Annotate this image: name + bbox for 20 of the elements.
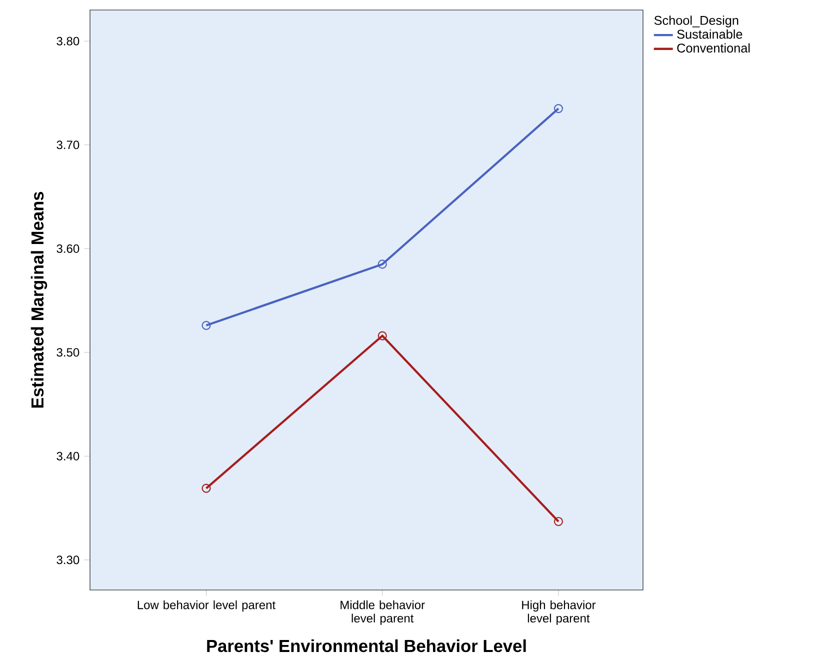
- x-tick-label: High behavior level parent: [522, 600, 596, 625]
- legend-title: School_Design: [654, 16, 738, 28]
- x-tick-label: Low behavior level parent: [138, 600, 276, 612]
- point: [554, 104, 564, 114]
- y-tick-label: 3.40: [56, 452, 80, 460]
- y-tick-label: 3.50: [56, 348, 80, 357]
- y-tick-label: 3.80: [56, 36, 80, 46]
- y-axis-title: Estimated Marginal Means: [30, 192, 48, 408]
- y-tick-label: 3.70: [56, 140, 80, 150]
- point: [202, 320, 211, 330]
- legend-label: Conventional: [677, 43, 750, 53]
- y-tick-label: 3.30: [56, 556, 80, 564]
- x-axis-title: Parents' Environmental Behavior Level: [207, 639, 526, 652]
- point: [554, 516, 564, 526]
- x-tick-label: Middle behavior level parent: [340, 600, 425, 625]
- point: [378, 331, 387, 340]
- legend-label: Sustainable: [677, 29, 742, 39]
- point: [378, 260, 387, 269]
- point: [202, 484, 211, 493]
- y-tick-label: 3.60: [56, 244, 80, 253]
